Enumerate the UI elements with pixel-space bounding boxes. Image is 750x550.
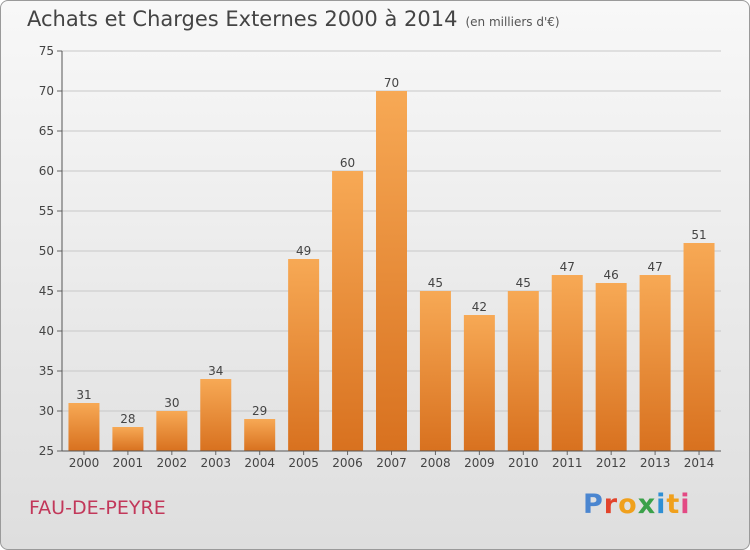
y-tick-label: 50 <box>39 244 54 258</box>
bar-2004 <box>244 419 276 451</box>
x-tick-label: 2002 <box>157 456 188 470</box>
x-tick-label: 2003 <box>200 456 231 470</box>
data-label: 70 <box>384 76 399 90</box>
y-tick-label: 25 <box>39 444 54 458</box>
data-label: 47 <box>560 260 575 274</box>
y-tick-label: 60 <box>39 164 54 178</box>
data-label: 31 <box>76 388 91 402</box>
bar-2014 <box>683 243 715 451</box>
x-tick-label: 2008 <box>420 456 451 470</box>
x-tick-label: 2001 <box>113 456 144 470</box>
y-tick-label: 45 <box>39 284 54 298</box>
axes: 25 30 35 40 45 50 55 60 65 70 75 2000 2001 2002 2003 20… <box>39 44 721 470</box>
bar-2000 <box>68 403 100 451</box>
x-tick-label: 2000 <box>69 456 100 470</box>
x-tick-label: 2013 <box>640 456 671 470</box>
y-tick-label: 70 <box>39 84 54 98</box>
bars: 31 28 30 34 29 49 60 70 45 42 45 47 46 47 51 <box>68 76 715 451</box>
y-tick-label: 55 <box>39 204 54 218</box>
bar-2001 <box>112 427 144 451</box>
location-label: FAU-DE-PEYRE <box>29 497 166 519</box>
bar-2013 <box>639 275 671 451</box>
x-tick-label: 2010 <box>508 456 539 470</box>
x-tick-label: 2006 <box>332 456 363 470</box>
data-label: 45 <box>428 276 443 290</box>
bar-2007 <box>376 91 407 451</box>
data-label: 29 <box>252 404 267 418</box>
x-tick-label: 2009 <box>464 456 495 470</box>
y-tick-label: 75 <box>39 44 54 58</box>
bar-2011 <box>551 275 583 451</box>
x-tick-label: 2004 <box>244 456 275 470</box>
data-label: 46 <box>604 268 619 282</box>
y-tick-label: 65 <box>39 124 54 138</box>
data-label: 30 <box>164 396 179 410</box>
data-label: 51 <box>691 228 706 242</box>
x-tick-label: 2005 <box>288 456 319 470</box>
bar-2002 <box>156 411 188 451</box>
chart-title-text: Achats et Charges Externes 2000 à 2014 <box>27 7 458 31</box>
bar-2009 <box>463 315 495 451</box>
bar-2010 <box>507 291 539 451</box>
data-label: 42 <box>472 300 487 314</box>
x-tick-label: 2011 <box>552 456 583 470</box>
bar-2008 <box>419 291 451 451</box>
data-label: 49 <box>296 244 311 258</box>
x-tick-label: 2007 <box>376 456 407 470</box>
y-tick-label: 30 <box>39 404 54 418</box>
y-tick-label: 40 <box>39 324 54 338</box>
x-tick-label: 2012 <box>596 456 627 470</box>
brand-logo: Proxiti <box>583 489 691 520</box>
data-label: 60 <box>340 156 355 170</box>
data-label: 47 <box>647 260 662 274</box>
bar-2005 <box>288 259 320 451</box>
bar-2003 <box>200 379 232 451</box>
bar-2012 <box>595 283 627 451</box>
x-tick-label: 2014 <box>684 456 715 470</box>
data-label: 34 <box>208 364 223 378</box>
data-label: 45 <box>516 276 531 290</box>
bar-2006 <box>332 171 364 451</box>
y-tick-label: 35 <box>39 364 54 378</box>
data-label: 28 <box>120 412 135 426</box>
chart-subtitle: (en milliers d'€) <box>465 15 560 29</box>
chart-title: Achats et Charges Externes 2000 à 2014 (e… <box>27 7 560 31</box>
